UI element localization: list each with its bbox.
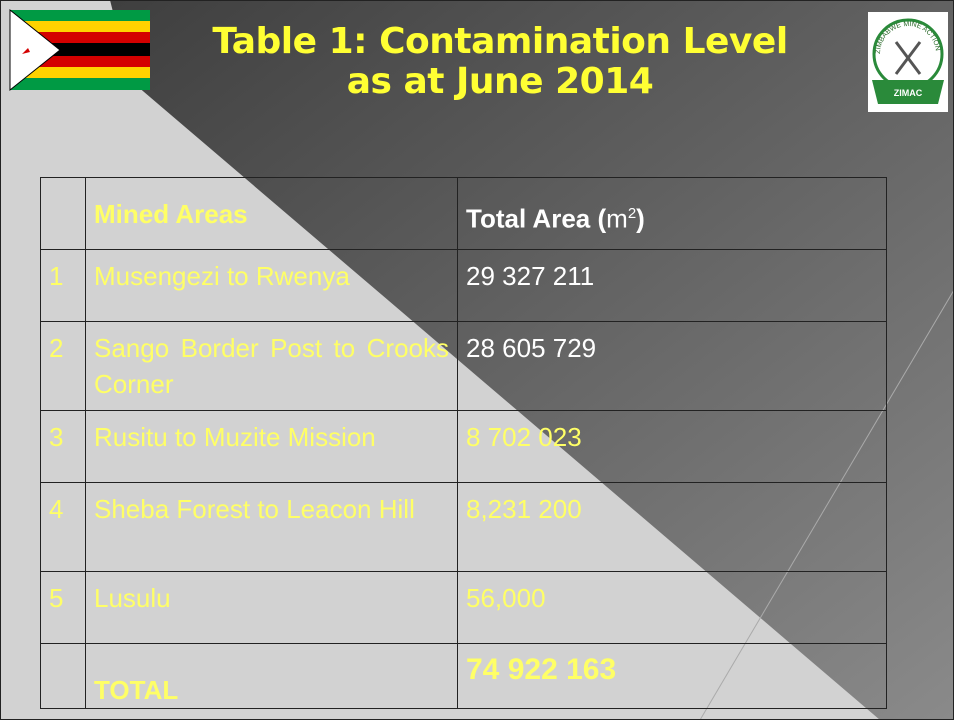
header-cell: Mined Areas xyxy=(85,177,458,250)
header-cell: Total Area (m2) xyxy=(457,177,887,250)
header-text: ) xyxy=(636,203,645,234)
title-line: as at June 2014 xyxy=(346,61,654,102)
table-cell: 56,000 xyxy=(457,571,887,644)
table-cell: 8 702 023 xyxy=(457,410,887,483)
table-cell: Sango Border Post to Crooks Corner xyxy=(85,321,458,411)
table-cell: 3 xyxy=(40,410,86,483)
table-cell: 4 xyxy=(40,482,86,572)
table-cell: 74 922 163 xyxy=(457,643,887,709)
table-row: 4 Sheba Forest to Leacon Hill 8,231 200 xyxy=(40,482,887,572)
table-cell: 5 xyxy=(40,571,86,644)
table-cell xyxy=(40,643,86,709)
table-cell: 28 605 729 xyxy=(457,321,887,411)
table-row: TOTAL 74 922 163 xyxy=(40,643,887,709)
table-cell: TOTAL xyxy=(85,643,458,709)
table-row: 5 Lusulu 56,000 xyxy=(40,571,887,644)
table-cell: Lusulu xyxy=(85,571,458,644)
table-cell: Musengezi to Rwenya xyxy=(85,249,458,322)
flag xyxy=(9,8,150,92)
table-row: 3 Rusitu to Muzite Mission 8 702 023 xyxy=(40,410,887,483)
slide-title: Table 1: Contamination Level as at June … xyxy=(150,22,850,102)
table-cell: 29 327 211 xyxy=(457,249,887,322)
header-cell xyxy=(40,177,86,250)
table-cell: 8,231 200 xyxy=(457,482,887,572)
table-cell: 1 xyxy=(40,249,86,322)
unit-exponent: 2 xyxy=(627,205,637,222)
contamination-table: Mined Areas Total Area (m2) 1 Musengezi t… xyxy=(40,177,887,709)
table-row: 2 Sango Border Post to Crooks Corner 28 60… xyxy=(40,321,887,411)
table-cell: Sheba Forest to Leacon Hill xyxy=(85,482,458,572)
logo-name: ZIMAC xyxy=(894,88,923,98)
header-row: Mined Areas Total Area (m2) xyxy=(40,177,887,250)
table-cell: Rusitu to Muzite Mission xyxy=(85,410,458,483)
unit: m xyxy=(606,203,628,234)
logo: ZIMBABWE MINE ACTION CENTRE ZIMAC xyxy=(868,12,948,112)
table-cell: 2 xyxy=(40,321,86,411)
header-text: Total Area ( xyxy=(466,203,607,234)
table-row: 1 Musengezi to Rwenya 29 327 211 xyxy=(40,249,887,322)
title-line: Table 1: Contamination Level xyxy=(212,21,788,62)
